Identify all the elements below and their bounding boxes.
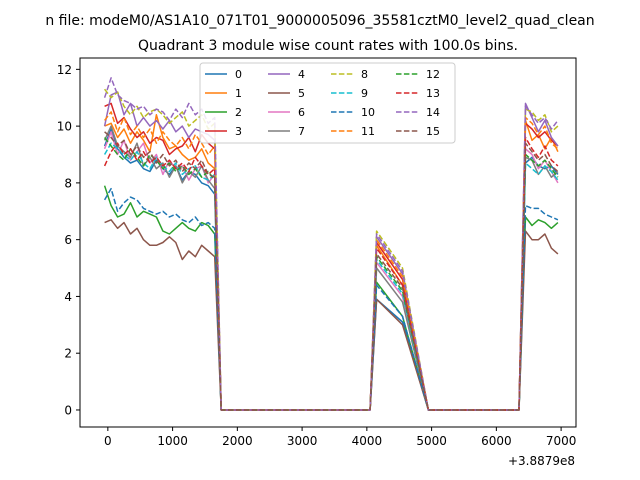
x-axis: 0 1000 2000 3000 4000 5000 6000 7000 [104,427,576,448]
series-line-15 [104,131,559,411]
series-line-12 [104,137,559,411]
y-axis: 0 2 4 6 8 10 12 [57,63,80,417]
y-tick-label: 10 [57,120,72,134]
series-line-3 [104,102,559,411]
legend-label-1: 1 [235,87,242,100]
legend-label-3: 3 [235,125,242,138]
legend-label-15: 15 [426,125,440,138]
y-tick-label: 4 [64,290,72,304]
legend-label-7: 7 [298,125,305,138]
legend-label-5: 5 [298,87,305,100]
y-tick-label: 2 [64,347,72,361]
legend-frame [199,62,456,144]
series-line-9 [103,142,559,411]
series-line-2 [103,185,559,411]
legend-label-12: 12 [426,68,440,81]
x-tick-label: 2000 [222,434,253,448]
x-tick-label: 0 [104,434,112,448]
x-tick-label: 3000 [287,434,318,448]
x-tick-label: 1000 [157,434,188,448]
chart-title: Quadrant 3 module wise count rates with … [138,38,518,54]
series-line-10 [103,187,559,411]
legend-label-6: 6 [298,106,305,119]
x-tick-label: 4000 [352,434,383,448]
series-line-6 [103,131,559,411]
legend-label-0: 0 [235,68,242,81]
legend-label-4: 4 [298,68,305,81]
series-line-1 [104,114,559,411]
y-tick-label: 12 [57,63,72,77]
legend-label-8: 8 [361,68,368,81]
x-tick-label: 7000 [546,434,577,448]
y-tick-label: 0 [64,403,72,417]
series-line-5 [104,219,559,411]
series-line-11 [104,111,559,411]
plot-area [103,77,559,411]
x-tick-label: 6000 [481,434,512,448]
legend-label-10: 10 [361,106,375,119]
legend-label-14: 14 [426,106,440,119]
y-tick-label: 8 [64,176,72,190]
legend-label-2: 2 [235,106,242,119]
axes-frame [79,57,577,428]
x-tick-label: 5000 [416,434,447,448]
x-offset-label: +3.8879e8 [508,454,575,468]
y-tick-label: 6 [64,233,72,247]
legend-label-11: 11 [361,125,375,138]
figure-suptitle: n file: modeM0/AS1A10_071T01_9000005096_… [45,13,594,29]
legend-label-9: 9 [361,87,368,100]
series-line-7 [103,125,559,411]
series-line-13 [103,136,559,411]
legend-label-13: 13 [426,87,440,100]
